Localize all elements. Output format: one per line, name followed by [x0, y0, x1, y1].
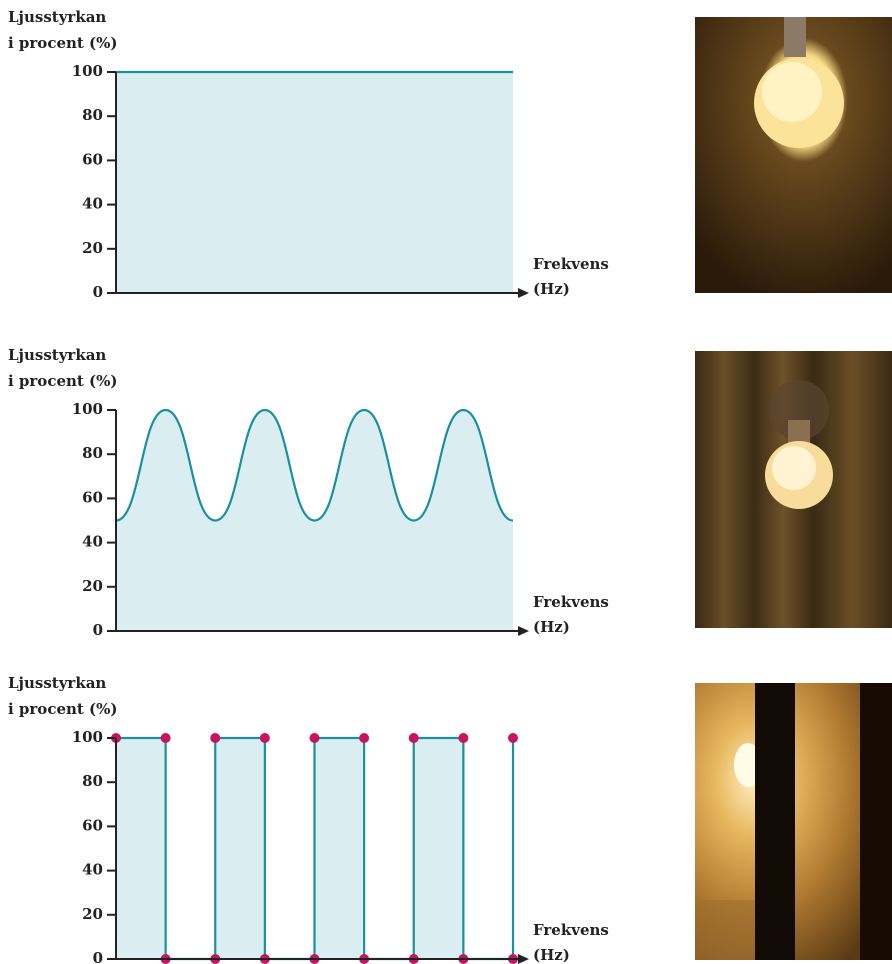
y-tick-label: 20 [82, 905, 103, 923]
x-axis-label: Frekvens [533, 593, 609, 611]
y-tick-label: 100 [72, 728, 103, 746]
y-axis-label: i procent (%) [8, 372, 118, 390]
chart: 0 20 40 60 80 100 Ljusstyrkan i procent (%) Frek… [8, 674, 609, 964]
y-tick-label: 40 [82, 861, 103, 879]
x-axis-label: (Hz) [533, 946, 570, 964]
x-axis-label: Frekvens [533, 255, 609, 273]
marker [409, 733, 419, 743]
y-tick-label: 60 [82, 150, 103, 168]
infographic: 0 20 40 60 80 100 Ljusstyrkan i procent (%) Frek… [0, 0, 892, 964]
y-axis-label: Ljusstyrkan [8, 674, 106, 692]
y-tick-label: 60 [82, 816, 103, 834]
marker [359, 733, 369, 743]
y-tick-label: 80 [82, 444, 103, 462]
y-tick-label: 80 [82, 772, 103, 790]
area [116, 72, 513, 293]
y-tick-label: 20 [82, 577, 103, 595]
y-tick-label: 100 [72, 62, 103, 80]
marker [458, 733, 468, 743]
page: {"chart_data": [ {"type": "line", "y_lab… [0, 0, 892, 964]
y-axis-label: i procent (%) [8, 700, 118, 718]
y-axis-label: Ljusstyrkan [8, 346, 106, 364]
marker [210, 733, 220, 743]
marker [508, 733, 518, 743]
y-tick-label: 60 [82, 488, 103, 506]
x-axis-label: (Hz) [533, 618, 570, 636]
y-tick-label: 100 [72, 400, 103, 418]
y-tick-label: 0 [93, 949, 103, 964]
x-axis-arrow [518, 288, 529, 298]
y-axis-label: i procent (%) [8, 34, 118, 52]
x-axis-label: (Hz) [533, 280, 570, 298]
x-axis-arrow [518, 954, 529, 964]
photo-steady [695, 17, 892, 293]
y-axis-label: Ljusstyrkan [8, 8, 106, 26]
y-tick-label: 40 [82, 195, 103, 213]
y-tick-label: 40 [82, 533, 103, 551]
chart: 0 20 40 60 80 100 Ljusstyrkan i procent (%) Frek… [8, 346, 609, 639]
y-tick-label: 80 [82, 106, 103, 124]
x-axis-arrow [518, 626, 529, 636]
marker [260, 733, 270, 743]
x-axis-label: Frekvens [533, 921, 609, 939]
y-tick-label: 0 [93, 621, 103, 639]
marker [310, 733, 320, 743]
photo-strobe [695, 683, 892, 960]
y-tick-label: 20 [82, 239, 103, 257]
chart: 0 20 40 60 80 100 Ljusstyrkan i procent (%) Frek… [8, 8, 609, 301]
y-tick-label: 0 [93, 283, 103, 301]
photo-flicker [695, 351, 892, 628]
marker [161, 733, 171, 743]
